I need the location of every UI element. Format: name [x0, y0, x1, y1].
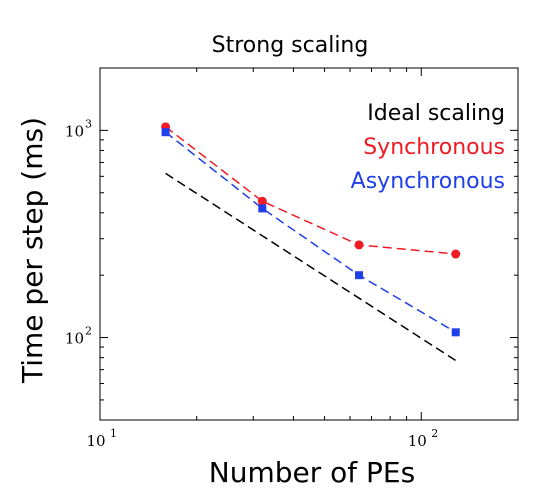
data-point	[257, 196, 267, 206]
data-point	[451, 328, 460, 337]
x-tick-exponent: 1	[110, 427, 117, 440]
data-point	[258, 204, 267, 213]
y-tick-exponent: 2	[85, 325, 92, 338]
data-point	[451, 249, 461, 259]
x-tick-label: 10	[86, 432, 105, 450]
series-line	[165, 131, 457, 333]
legend: Ideal scaling Synchronous Asynchronous	[351, 101, 505, 194]
series-line	[165, 126, 456, 255]
plot-frame	[99, 67, 519, 421]
legend-entry: Asynchronous	[351, 169, 505, 194]
y-axis-label: Time per step (ms)	[16, 117, 49, 384]
data-point	[161, 128, 170, 137]
data-point	[355, 271, 364, 280]
series-asynchronous	[161, 128, 460, 337]
series-layer	[161, 122, 461, 362]
axis-ticks: 10 1 10 210 210 3	[65, 68, 518, 450]
x-tick-exponent: 2	[431, 427, 438, 440]
chart-title: Strong scaling	[212, 33, 369, 58]
series-synchronous	[161, 122, 461, 259]
x-axis-label: Number of PEs	[209, 456, 415, 489]
series-ideal-scaling	[165, 172, 457, 362]
legend-entry: Synchronous	[363, 135, 505, 160]
series-line	[165, 172, 457, 362]
y-tick-exponent: 3	[85, 117, 92, 130]
legend-entry: Ideal scaling	[367, 101, 505, 126]
data-point	[354, 240, 364, 250]
y-tick-label: 10	[65, 330, 84, 348]
y-tick-label: 10	[65, 122, 84, 140]
x-tick-label: 10	[408, 432, 427, 450]
